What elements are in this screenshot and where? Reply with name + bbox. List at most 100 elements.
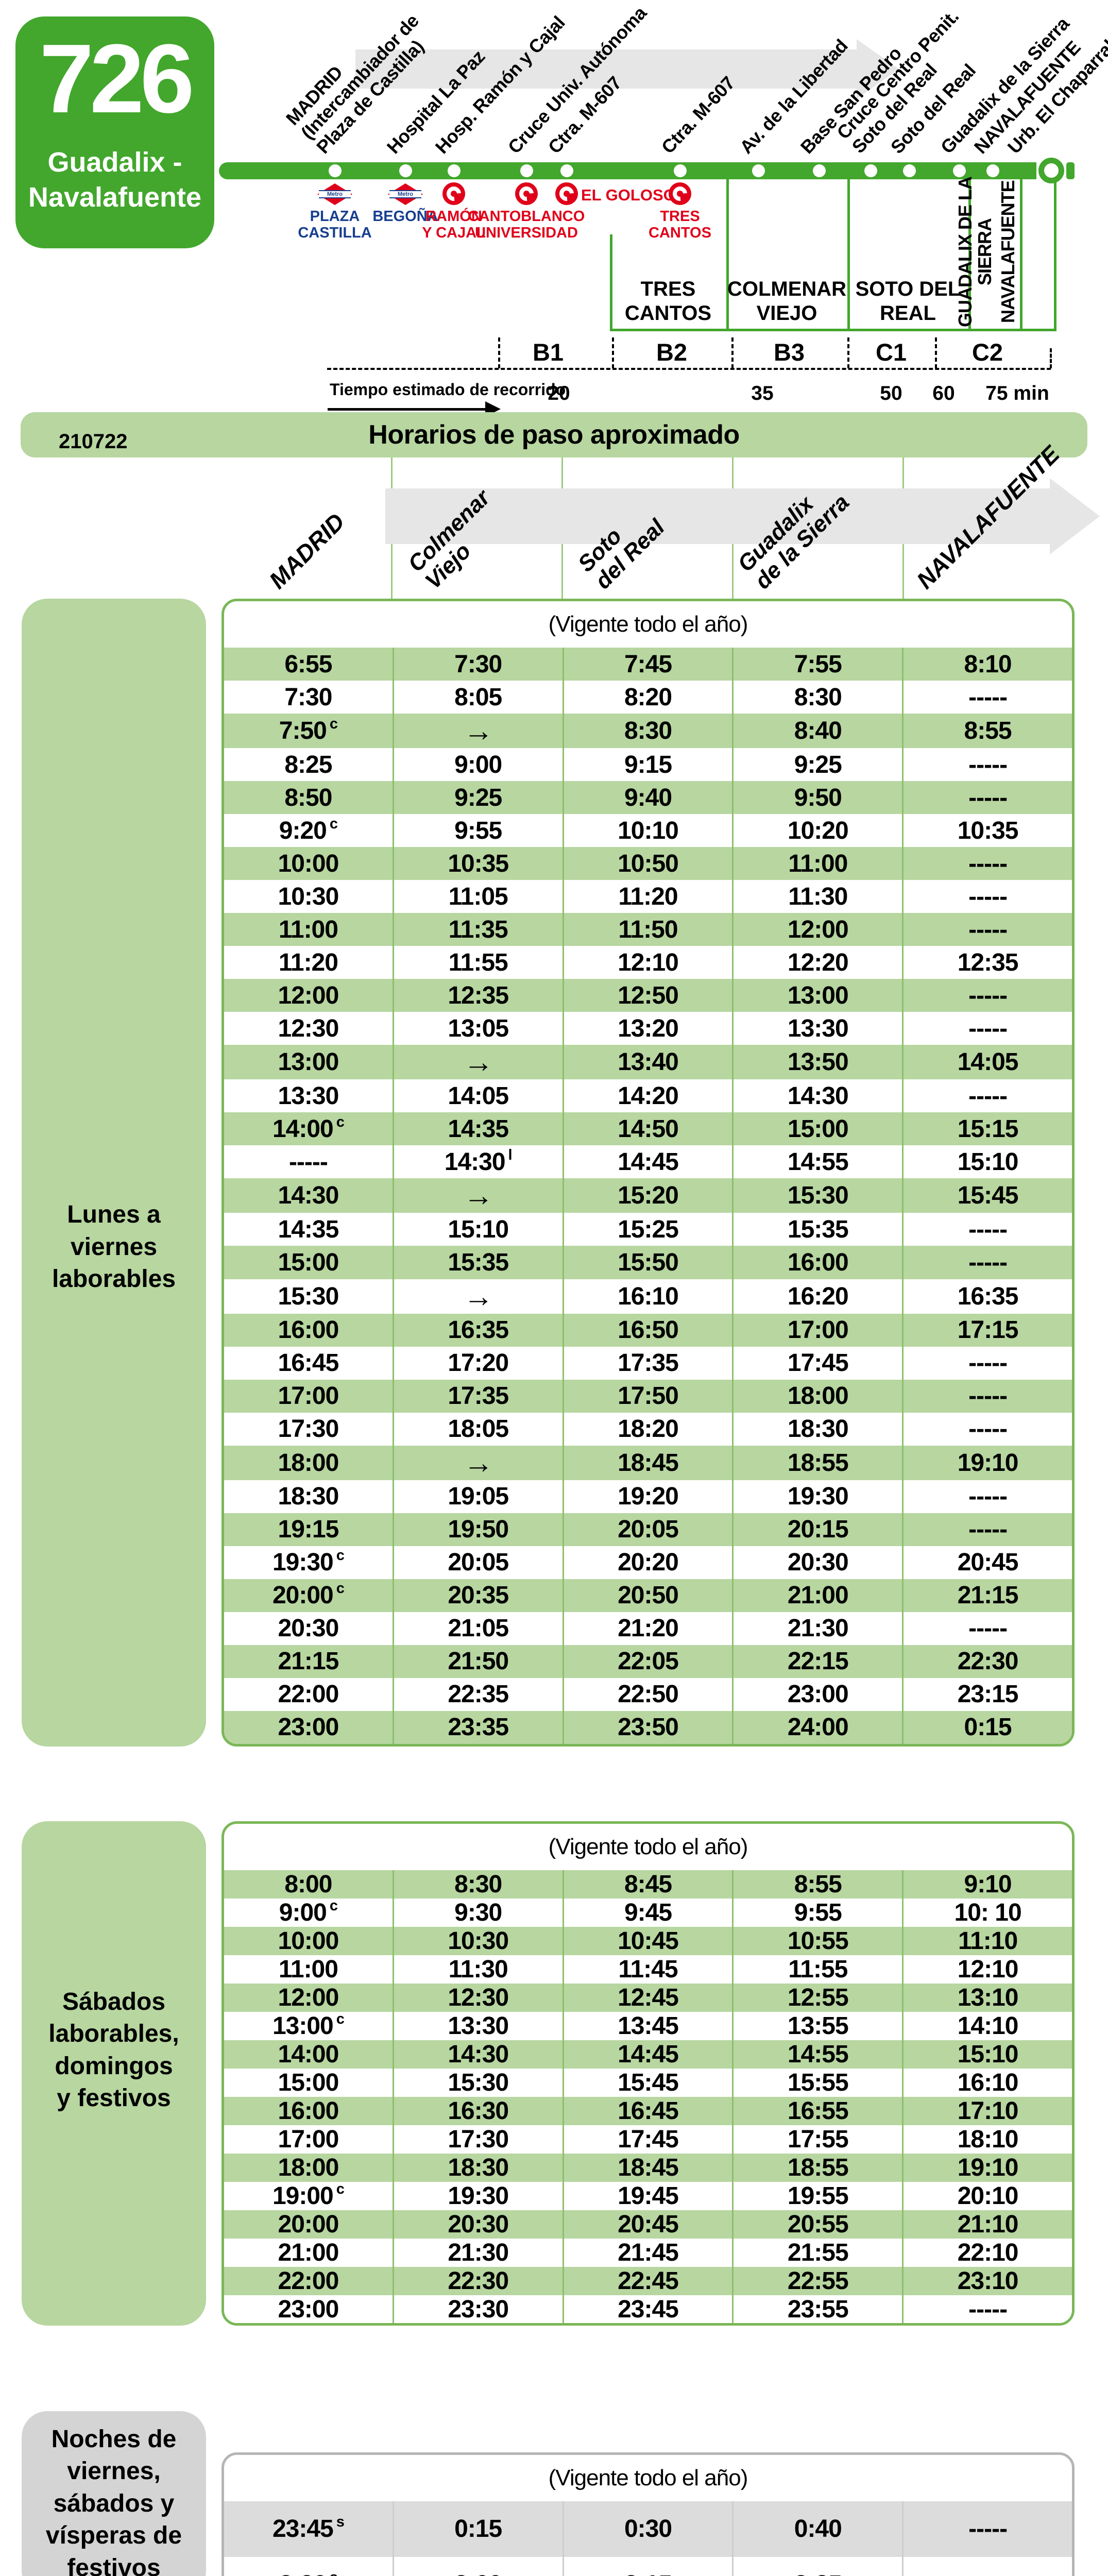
time-cell: 7:50 c — [224, 714, 393, 748]
table-row: 20:30 21:05 21:20 21:30 ----- — [224, 1612, 1072, 1645]
time-value: 3:25 — [794, 2570, 842, 2576]
station-name: CANTOBLANCO UNIVERSIDAD — [468, 208, 585, 242]
time-cell: 9:45 — [562, 1899, 732, 1927]
time-value: ----- — [968, 1483, 1008, 1511]
time-cell: ----- — [902, 2556, 1072, 2576]
time-cell: 8:30 — [562, 714, 732, 749]
time-cell: 23:30 — [392, 2295, 562, 2323]
time-cell: 17:45 — [562, 2125, 732, 2154]
time-value: 12:00 — [278, 981, 339, 1009]
table-row: 19:00 c 19:30 19:45 19:55 20:10 — [224, 2181, 1072, 2210]
time-value: 14:05 — [448, 1082, 509, 1110]
time-cell: 22:45 — [562, 2267, 732, 2295]
time-value: 17:50 — [618, 1382, 679, 1410]
time-cell: 10:45 — [562, 1927, 732, 1955]
time-value: 14:30 — [448, 2041, 509, 2068]
zone-ruler-end — [1050, 348, 1052, 368]
schedule-table: (Vigente todo el año) 8:00 8:30 8:45 8:55 9:1… — [221, 1821, 1075, 2326]
table-row: 22:00 22:30 22:45 22:55 23:10 — [224, 2267, 1072, 2295]
time-cell: 17:00 — [224, 2125, 393, 2154]
schedule-section-label: Sábados laborables, domingos y festivos — [22, 1821, 206, 2326]
time-value: 14:35 — [448, 1115, 509, 1143]
time-value: 19:30 — [787, 1483, 849, 1511]
time-value: 10:30 — [448, 1927, 509, 1955]
zone-boundary-dash — [847, 337, 849, 368]
time-cell: 15:20 — [562, 1178, 732, 1213]
time-value: 23:15 — [957, 1681, 1019, 1708]
time-cell: 11:30 — [392, 1955, 562, 1984]
time-cell: 10:30 — [392, 1927, 562, 1955]
time-cell: 11:00 — [732, 847, 902, 880]
time-cell: 15:10 — [392, 1213, 562, 1246]
route-stop-dot — [986, 164, 999, 177]
time-cell: 17:30 — [392, 2125, 562, 2154]
time-value: 10:00 — [278, 850, 339, 877]
time-value: 8:00 — [284, 1871, 332, 1898]
time-value: 19:30 — [448, 2182, 509, 2210]
time-cell: 13:30 — [224, 1079, 393, 1112]
time-value: 20:30 — [448, 2211, 509, 2238]
time-value: 0:40 — [794, 2515, 842, 2543]
time-cell: 17:15 — [902, 1313, 1072, 1347]
time-value: 15:30 — [448, 2069, 509, 2096]
time-value: 3:00 — [454, 2570, 502, 2576]
time-cell: 13:00 — [732, 979, 902, 1012]
time-cell: 20:55 — [732, 2210, 902, 2239]
table-row: 19:30 c 20:05 20:20 20:30 20:45 — [224, 1546, 1072, 1579]
time-cell: 20:50 — [562, 1579, 732, 1612]
time-value: 18:30 — [787, 1415, 849, 1443]
time-cell: 12:45 — [562, 1984, 732, 2012]
time-cell: 13:55 — [732, 2012, 902, 2040]
time-value: 21:00 — [787, 1582, 849, 1609]
time-cell: 21:55 — [732, 2239, 902, 2267]
time-value: 12:35 — [448, 981, 509, 1009]
note-reference: c — [329, 815, 338, 832]
time-value: 19:05 — [448, 1483, 509, 1511]
time-value: ----- — [968, 916, 1008, 943]
table-row: 13:00 → 13:40 13:50 14:05 — [224, 1045, 1072, 1080]
time-cell: ----- — [902, 847, 1072, 880]
time-cell: 13:30 — [732, 1012, 902, 1045]
time-value: 10:45 — [618, 1927, 679, 1955]
time-value: 22:45 — [618, 2267, 679, 2295]
time-value: ----- — [968, 751, 1008, 778]
time-cell: 13:45 — [562, 2012, 732, 2040]
time-cell: 10:35 — [392, 847, 562, 880]
time-value: 20:15 — [787, 1516, 849, 1544]
route-stop-dot — [673, 164, 687, 177]
time-cell: 8:10 — [902, 648, 1072, 681]
time-value: 17:00 — [278, 2126, 339, 2153]
route-direction-arrow — [355, 49, 858, 89]
time-value: ----- — [968, 1615, 1008, 1642]
time-value: 15:00 — [787, 1115, 849, 1143]
time-value: 8:55 — [794, 1871, 842, 1898]
time-value: 16:00 — [278, 1316, 339, 1344]
time-value: 18:10 — [957, 2126, 1019, 2153]
time-cell: 12:50 — [562, 979, 732, 1012]
cercanias-swirl-icon — [670, 183, 690, 204]
municipality-divider — [968, 179, 971, 331]
time-value: 18:55 — [787, 2154, 849, 2181]
time-cell: 17:35 — [392, 1379, 562, 1413]
time-value: 11:30 — [448, 1956, 508, 1983]
time-value: ----- — [968, 784, 1008, 811]
time-value: 21:15 — [278, 1648, 339, 1675]
time-value: ----- — [288, 1148, 328, 1176]
line-number: 726 — [39, 24, 194, 133]
time-cell: 12:10 — [562, 946, 732, 979]
time-cell: 11:55 — [732, 1955, 902, 1984]
time-value: 11:20 — [278, 948, 338, 976]
time-value: 21:20 — [618, 1615, 679, 1642]
time-cell: 14:20 — [562, 1079, 732, 1113]
time-value: 11:45 — [618, 1956, 678, 1983]
time-value: 9:25 — [454, 784, 502, 811]
time-value: 7:50 — [279, 717, 327, 745]
table-row: 17:00 17:35 17:50 18:00 ----- — [224, 1379, 1072, 1413]
route-diagram: Tiempo estimado de recorrido MADRID (Int… — [0, 0, 1108, 464]
time-value: 21:00 — [278, 2239, 339, 2266]
time-cell: 16:20 — [732, 1279, 902, 1314]
time-value: 18:30 — [278, 1483, 339, 1511]
time-value: 16:45 — [618, 2097, 679, 2125]
page-title: Horarios de paso aproximado — [368, 420, 740, 450]
time-cell: 0:40 — [732, 2501, 902, 2557]
